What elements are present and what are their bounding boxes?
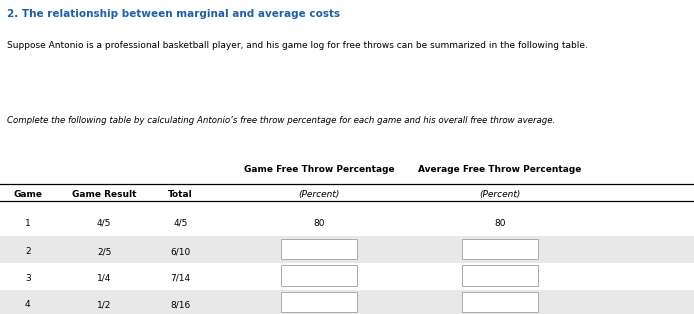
Text: 2: 2 [25, 247, 31, 256]
Text: 80: 80 [494, 219, 505, 228]
Text: 2. The relationship between marginal and average costs: 2. The relationship between marginal and… [7, 9, 340, 19]
Text: Total: Total [168, 190, 193, 199]
FancyBboxPatch shape [281, 265, 357, 286]
Text: 2/5: 2/5 [97, 247, 111, 256]
Text: 80: 80 [314, 219, 325, 228]
FancyBboxPatch shape [281, 239, 357, 259]
FancyBboxPatch shape [0, 236, 694, 263]
Text: Game: Game [13, 190, 42, 199]
Text: Game Free Throw Percentage: Game Free Throw Percentage [244, 165, 395, 174]
Text: Suppose Antonio is a professional basketball player, and his game log for free t: Suppose Antonio is a professional basket… [7, 41, 588, 50]
Text: 1/2: 1/2 [97, 300, 111, 309]
Text: 8/16: 8/16 [170, 300, 191, 309]
Text: 1: 1 [25, 219, 31, 228]
Text: (Percent): (Percent) [298, 190, 340, 199]
Text: (Percent): (Percent) [479, 190, 520, 199]
Text: Average Free Throw Percentage: Average Free Throw Percentage [418, 165, 582, 174]
FancyBboxPatch shape [462, 292, 538, 312]
Text: 1/4: 1/4 [97, 274, 111, 283]
Text: 3: 3 [25, 274, 31, 283]
Text: Game Result: Game Result [72, 190, 136, 199]
FancyBboxPatch shape [281, 292, 357, 312]
Text: Complete the following table by calculating Antonio’s free throw percentage for : Complete the following table by calculat… [7, 116, 555, 125]
FancyBboxPatch shape [0, 290, 694, 314]
Text: 7/14: 7/14 [171, 274, 190, 283]
Text: 4/5: 4/5 [174, 219, 187, 228]
FancyBboxPatch shape [462, 239, 538, 259]
Text: 4/5: 4/5 [97, 219, 111, 228]
Text: 4: 4 [25, 300, 31, 309]
Text: 6/10: 6/10 [170, 247, 191, 256]
FancyBboxPatch shape [462, 265, 538, 286]
